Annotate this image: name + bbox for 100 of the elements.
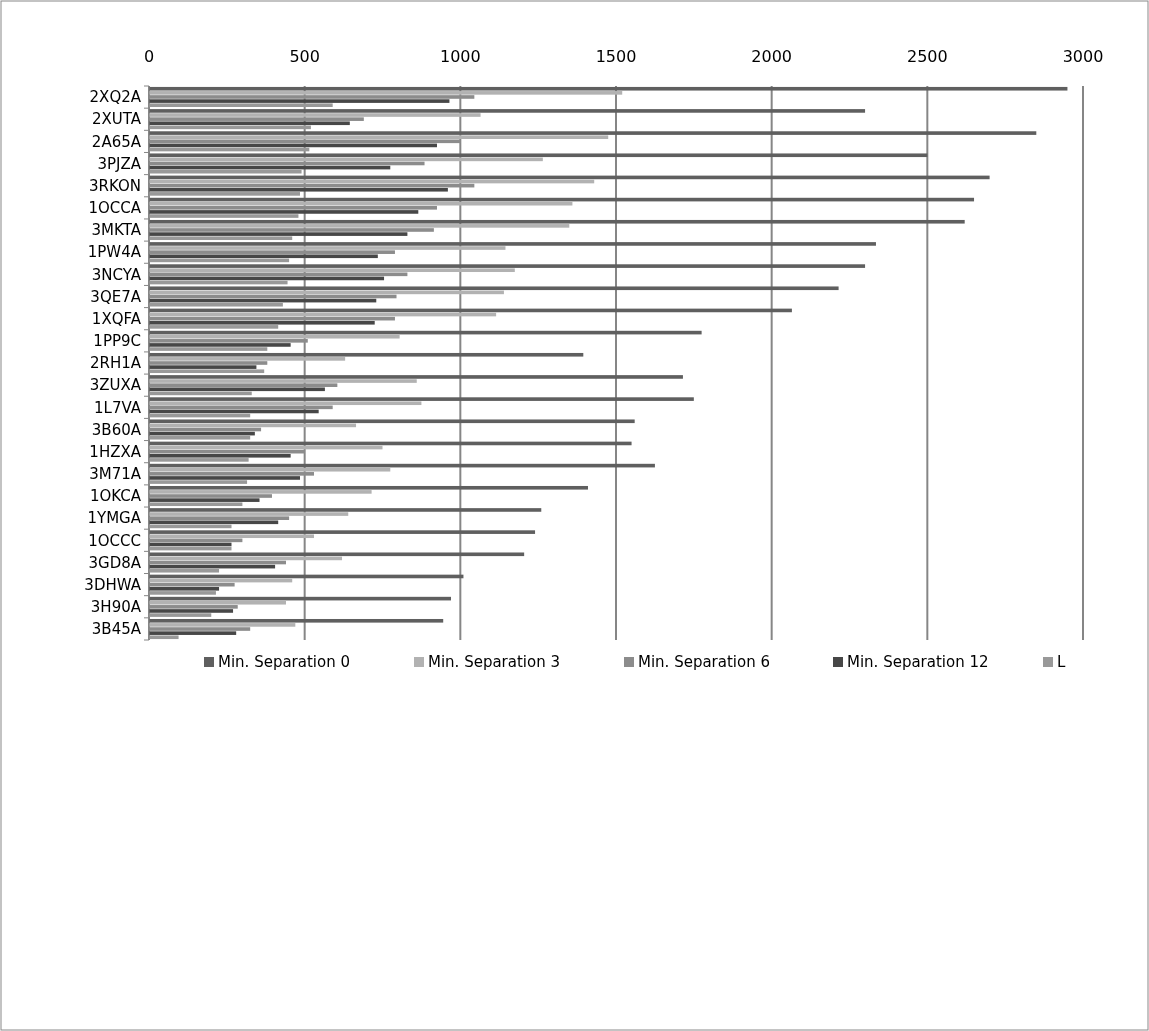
- bar: [149, 369, 265, 374]
- y-tick-label: 1XQFA: [91, 309, 142, 328]
- bar: [149, 135, 609, 140]
- bar: [149, 325, 279, 329]
- bar: [149, 187, 448, 192]
- bar: [149, 387, 325, 392]
- y-tick-label: 1YMGA: [87, 509, 142, 528]
- y-tick-label: 3B60A: [91, 420, 142, 439]
- bar: [149, 131, 1037, 135]
- bar: [149, 552, 525, 557]
- bar: [149, 302, 283, 307]
- bar: [149, 534, 315, 539]
- y-tick-label: 1HZXA: [89, 442, 142, 461]
- bar: [149, 236, 293, 241]
- legend-label: Min. Separation 3: [428, 653, 561, 672]
- x-tick-label: 3000: [1062, 47, 1104, 66]
- y-tick-label: 3DHWA: [84, 575, 142, 594]
- bar: [149, 530, 536, 534]
- bar: [149, 600, 286, 605]
- bar: [149, 508, 542, 512]
- legend-label: Min. Separation 0: [218, 653, 351, 672]
- x-tick-label: 0: [143, 47, 155, 66]
- bar: [149, 401, 422, 406]
- x-tick-label: 500: [289, 47, 320, 66]
- x-tick-label: 2000: [751, 47, 793, 66]
- bar: [149, 498, 260, 502]
- legend-label: Min. Separation 6: [638, 653, 771, 672]
- y-tick-label: 1PW4A: [87, 243, 142, 262]
- bar: [149, 109, 866, 113]
- bar: [149, 113, 481, 117]
- bar: [149, 286, 839, 291]
- bar: [149, 254, 378, 259]
- bar: [149, 347, 268, 351]
- bar: [149, 613, 212, 617]
- bar: [149, 246, 506, 250]
- bar: [149, 210, 419, 214]
- bar: [149, 153, 928, 158]
- bar: [149, 568, 220, 573]
- bar: [149, 591, 216, 595]
- y-tick-label: 3H90A: [90, 598, 142, 617]
- bar: [149, 121, 350, 126]
- bar: [149, 99, 450, 103]
- bar: [149, 502, 243, 507]
- y-tick-label: 3M71A: [89, 465, 142, 484]
- bar: [149, 476, 300, 480]
- bar: [149, 219, 965, 224]
- bar: [149, 232, 408, 236]
- legend-label: Min. Separation 12: [847, 653, 989, 672]
- bar: [149, 623, 296, 627]
- y-tick-label: 3B45A: [91, 620, 142, 639]
- bar: [149, 365, 257, 369]
- bar: [149, 86, 1068, 91]
- bar: [149, 169, 302, 174]
- bar: [149, 512, 349, 516]
- bar: [149, 320, 375, 325]
- bar: [149, 635, 179, 640]
- bar: [149, 480, 248, 484]
- y-tick-label: 2RH1A: [89, 354, 142, 373]
- bar: [149, 520, 279, 525]
- bar: [149, 490, 372, 494]
- bar: [149, 352, 584, 357]
- bar: [149, 242, 876, 246]
- bar: [149, 467, 391, 472]
- bar: [149, 419, 635, 424]
- bar: [149, 201, 573, 206]
- y-tick-label: 2XQ2A: [89, 88, 142, 107]
- legend-label: L: [1057, 653, 1066, 672]
- x-tick-label: 1500: [595, 47, 637, 66]
- bar: [149, 103, 333, 108]
- x-tick-label: 2500: [906, 47, 948, 66]
- bar: [149, 357, 346, 361]
- bar: [149, 264, 866, 268]
- y-tick-label: 3PJZA: [97, 154, 142, 173]
- y-tick-label: 2XUTA: [91, 110, 142, 129]
- y-tick-label: 3QE7A: [90, 287, 142, 306]
- bar: [149, 397, 694, 401]
- y-tick-label: 3MKTA: [91, 221, 142, 240]
- y-tick-label: 2A65A: [91, 132, 142, 151]
- y-tick-label: 3GD8A: [88, 553, 142, 572]
- y-tick-label: 1PP9C: [93, 332, 141, 351]
- bar: [149, 485, 588, 490]
- bar: [149, 334, 400, 339]
- bar: [149, 631, 237, 635]
- bar: [149, 379, 417, 383]
- y-tick-label: 3NCYA: [91, 265, 142, 284]
- bar: [149, 435, 251, 440]
- y-tick-label: 3ZUXA: [89, 376, 142, 395]
- bar: [149, 91, 623, 95]
- y-tick-label: 1L7VA: [93, 398, 142, 417]
- bar: [149, 609, 234, 613]
- bar: [149, 192, 300, 196]
- bar: [149, 214, 299, 218]
- x-tick-label: 1000: [439, 47, 481, 66]
- y-tick-label: 1OCCA: [88, 199, 142, 218]
- bar: [149, 586, 220, 591]
- bar: [149, 453, 291, 458]
- bar: [149, 618, 444, 623]
- bar: [149, 458, 249, 462]
- y-tick-label: 1OKCA: [89, 487, 142, 506]
- bar: [149, 268, 515, 273]
